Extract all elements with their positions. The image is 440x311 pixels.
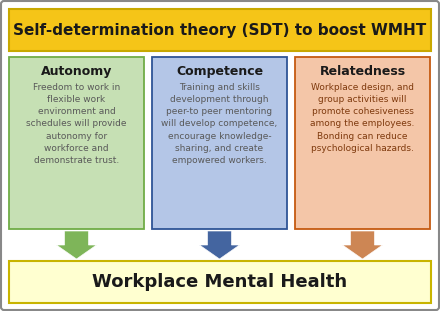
- Text: Self-determination theory (SDT) to boost WMHT: Self-determination theory (SDT) to boost…: [13, 22, 427, 38]
- FancyBboxPatch shape: [295, 57, 430, 229]
- Polygon shape: [56, 231, 96, 259]
- Text: Workplace Mental Health: Workplace Mental Health: [92, 273, 348, 291]
- Polygon shape: [199, 231, 239, 259]
- Text: Workplace design, and
group activities will
promote cohesiveness
among the emplo: Workplace design, and group activities w…: [310, 83, 414, 153]
- Text: Relatedness: Relatedness: [319, 65, 406, 78]
- FancyBboxPatch shape: [9, 261, 431, 303]
- Text: Autonomy: Autonomy: [41, 65, 112, 78]
- FancyBboxPatch shape: [152, 57, 287, 229]
- Text: Freedom to work in
flexible work
environment and
schedules will provide
autonomy: Freedom to work in flexible work environ…: [26, 83, 127, 165]
- FancyBboxPatch shape: [9, 9, 431, 51]
- Text: Training and skills
development through
peer-to peer mentoring
will develop comp: Training and skills development through …: [161, 83, 278, 165]
- Text: Competence: Competence: [176, 65, 263, 78]
- Polygon shape: [342, 231, 382, 259]
- FancyBboxPatch shape: [9, 57, 144, 229]
